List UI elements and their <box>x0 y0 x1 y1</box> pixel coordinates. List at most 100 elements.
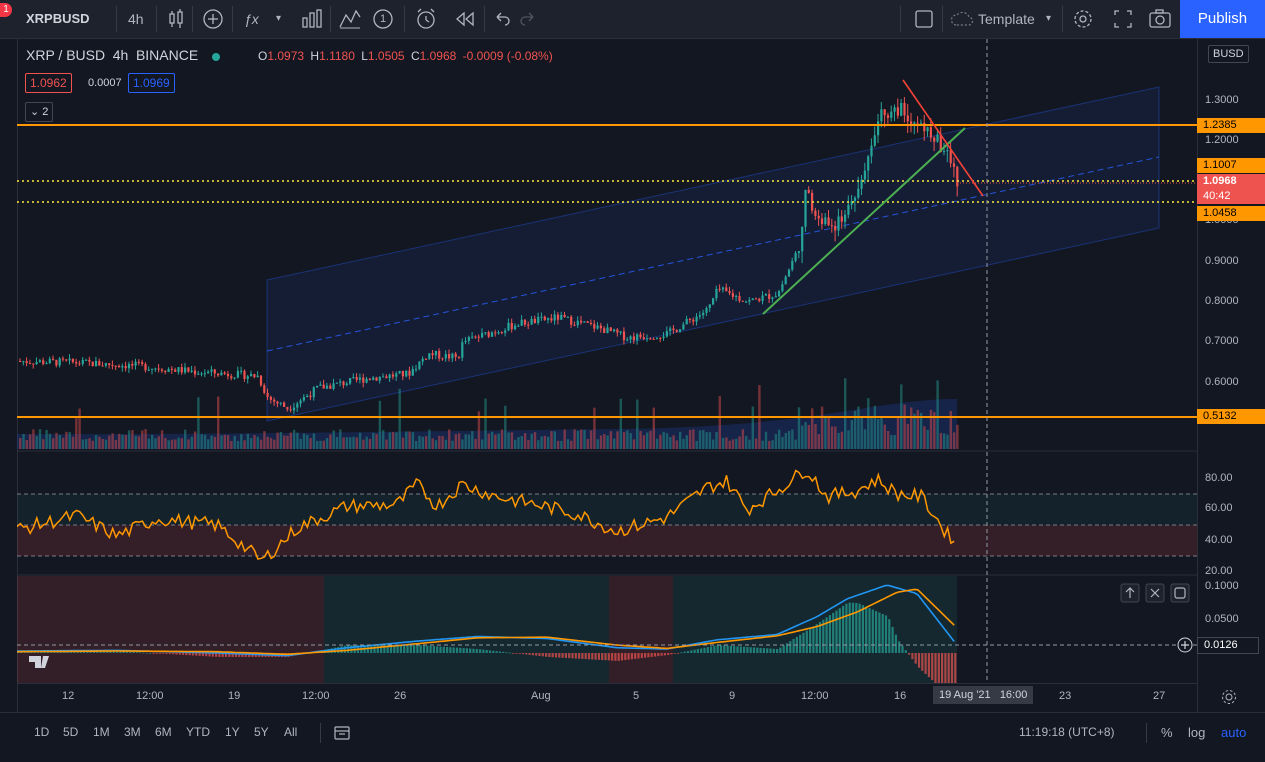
macd-histogram-bar <box>406 645 409 653</box>
chart-canvas[interactable] <box>17 39 1197 683</box>
range-1m[interactable]: 1M <box>93 725 110 739</box>
candle-body <box>672 328 675 330</box>
buy-price-box[interactable]: 1.0969 <box>128 73 175 93</box>
publish-button[interactable]: Publish <box>1180 0 1265 38</box>
low-value: 1.0505 <box>367 49 405 63</box>
candle-body <box>38 360 41 362</box>
range-6m[interactable]: 6M <box>155 725 172 739</box>
auto-toggle[interactable]: auto <box>1221 725 1247 740</box>
candle-body <box>101 365 104 367</box>
legend-pair[interactable]: XRP / BUSD <box>26 47 106 63</box>
volume-bar <box>768 440 771 449</box>
volume-bar <box>850 420 853 449</box>
macd-histogram-bar <box>439 646 442 653</box>
range-5y[interactable]: 5Y <box>254 725 269 739</box>
toolbar-divider <box>1062 6 1063 32</box>
range-3m[interactable]: 3M <box>124 725 141 739</box>
time-tick: 26 <box>394 690 407 702</box>
volume-bar <box>672 435 675 449</box>
indicators-collapse-button[interactable]: ⌄ 2 <box>25 102 54 122</box>
redo-icon <box>520 12 534 26</box>
uptrend-line[interactable] <box>762 127 966 315</box>
volume-bar <box>853 410 857 449</box>
candle-body <box>259 375 263 386</box>
volume-bar <box>137 436 141 449</box>
volume-bar <box>870 416 873 449</box>
indicators-dropdown[interactable]: ▾ <box>276 0 281 38</box>
candle-body <box>573 324 576 326</box>
toolbar-divider <box>320 723 321 743</box>
range-1y[interactable]: 1Y <box>225 725 240 739</box>
candle-body <box>804 189 807 227</box>
macd-histogram-bar <box>419 645 422 653</box>
volume-bar <box>919 412 923 449</box>
fullscreen-button[interactable] <box>1112 0 1134 38</box>
range-5d[interactable]: 5D <box>63 725 79 739</box>
currency-button[interactable]: BUSD <box>1208 45 1249 63</box>
volume-bar <box>319 440 322 449</box>
add-crosshair-button[interactable] <box>1177 637 1193 653</box>
pane-maximize-button[interactable] <box>1170 583 1190 603</box>
layout-button[interactable] <box>914 0 934 38</box>
compare-button[interactable] <box>202 0 224 38</box>
volume-bar <box>599 435 603 449</box>
log-toggle[interactable]: log <box>1188 725 1206 740</box>
pane-up-button[interactable] <box>1120 583 1140 603</box>
candle-body <box>335 382 338 384</box>
alert-button[interactable] <box>414 0 438 38</box>
symbol-search-button[interactable]: XRPBUSD <box>26 11 90 26</box>
indicators-button[interactable]: ƒx <box>244 0 259 38</box>
volume-bar <box>408 431 411 449</box>
volume-bar <box>761 440 764 449</box>
notification-badge[interactable]: 1 <box>0 3 12 17</box>
clock-timezone[interactable]: 11:19:18 (UTC+8) <box>1019 725 1115 739</box>
settings-button[interactable] <box>1072 0 1094 38</box>
macd-histogram-bar <box>630 653 633 660</box>
candle-body <box>682 324 685 330</box>
regression-channel[interactable] <box>266 86 1160 422</box>
volume-bar <box>200 434 203 449</box>
snapshot-button[interactable] <box>1148 0 1172 38</box>
macd-histogram-bar <box>917 653 921 668</box>
candle-body <box>71 358 74 363</box>
redo-button[interactable] <box>518 0 538 38</box>
time-tick: 12:00 <box>302 690 330 702</box>
sell-price-box[interactable]: 1.0962 <box>25 73 72 93</box>
macd-histogram-bar <box>99 651 102 653</box>
volume-bar <box>454 434 457 449</box>
volume-bar <box>751 406 754 449</box>
templates-button[interactable] <box>300 0 324 38</box>
volume-bar <box>583 429 586 449</box>
undo-button[interactable] <box>492 0 512 38</box>
goto-date-button[interactable] <box>333 724 351 742</box>
macd-bear-region <box>17 576 324 683</box>
volume-bar <box>863 429 867 449</box>
ideas-button[interactable] <box>338 0 362 38</box>
downtrend-line[interactable] <box>902 79 984 197</box>
alert-count-button[interactable]: 1 <box>372 0 394 38</box>
volume-bar <box>507 432 510 449</box>
template-button[interactable]: Template <box>978 11 1035 27</box>
macd-histogram-bar <box>548 653 551 658</box>
market-status-icon[interactable] <box>211 52 220 61</box>
candle-body <box>438 351 441 359</box>
candle-body <box>332 383 335 389</box>
chart-type-button[interactable] <box>166 0 186 38</box>
percent-toggle[interactable]: % <box>1161 725 1173 740</box>
time-tick: 27 <box>1153 690 1166 702</box>
time-tick: 12:00 <box>801 690 829 702</box>
candles-icon <box>169 9 183 28</box>
range-1d[interactable]: 1D <box>34 725 50 739</box>
range-all[interactable]: All <box>284 725 298 739</box>
price-axis[interactable] <box>1197 39 1265 712</box>
pane-close-button[interactable] <box>1145 583 1165 603</box>
interval-button[interactable]: 4h <box>128 11 144 27</box>
time-axis[interactable] <box>17 683 1197 713</box>
candle-body <box>867 156 870 171</box>
range-ytd[interactable]: YTD <box>186 725 210 739</box>
macd-histogram-bar <box>119 651 122 653</box>
axis-settings-button[interactable] <box>1220 688 1238 706</box>
candle-body <box>464 340 467 343</box>
replay-button[interactable] <box>454 0 476 38</box>
template-dropdown[interactable]: ▾ <box>1046 0 1051 38</box>
